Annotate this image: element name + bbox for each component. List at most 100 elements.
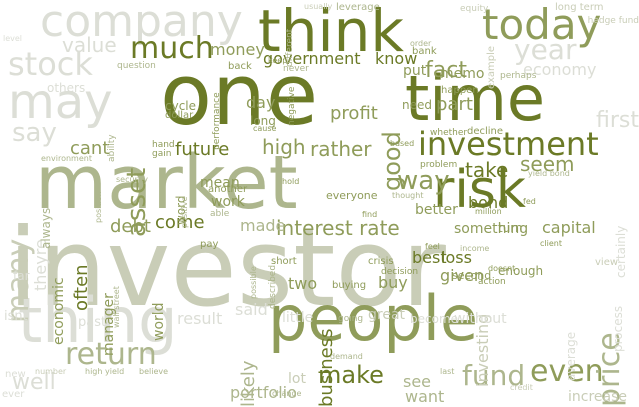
cloud-word: long term <box>555 2 604 13</box>
cloud-word: see <box>403 372 432 391</box>
cloud-word: happen <box>441 85 479 96</box>
cloud-word: question <box>117 61 156 71</box>
cloud-word: world <box>151 302 167 341</box>
cloud-word: day <box>246 93 276 112</box>
cloud-word: positive <box>180 196 189 229</box>
cloud-word: far <box>13 269 30 283</box>
cloud-word: wall street <box>112 286 121 329</box>
cloud-word: short <box>271 256 297 267</box>
cloud-word: company <box>40 0 243 47</box>
cloud-word: first <box>596 108 639 133</box>
cloud-word: usually <box>304 2 333 11</box>
cloud-word: portfolio <box>230 383 297 402</box>
cloud-word: seem <box>520 152 575 176</box>
cloud-word: think <box>258 0 404 65</box>
cloud-word: lot <box>288 371 306 387</box>
cloud-word: going <box>338 314 364 324</box>
cloud-word: equity <box>460 4 489 14</box>
cloud-word: keep <box>268 56 288 65</box>
cloud-word: income <box>460 244 490 253</box>
cloud-word: number <box>35 367 67 376</box>
cloud-word: ability <box>107 133 117 162</box>
cloud-word: second <box>452 269 492 282</box>
cloud-word: loss <box>441 248 472 267</box>
cloud-word: others <box>47 81 86 95</box>
cloud-word: able <box>210 209 230 219</box>
cloud-word: said <box>235 300 268 319</box>
cloud-word: business <box>316 328 337 407</box>
cloud-word: year <box>514 33 577 66</box>
cloud-word: never <box>283 64 309 74</box>
cloud-word: well <box>12 370 56 395</box>
cloud-word: cause <box>253 124 277 133</box>
cloud-word: know <box>375 49 418 68</box>
cloud-word: dollar <box>165 110 194 121</box>
cloud-word: fed <box>523 197 536 206</box>
cloud-word: fact <box>425 58 467 83</box>
cloud-word: security <box>116 175 148 184</box>
cloud-word: mean <box>200 175 240 191</box>
cloud-word: buy <box>378 273 408 292</box>
cloud-word: money <box>210 40 265 59</box>
cloud-word: need <box>402 98 432 112</box>
cloud-word: turn <box>498 221 523 235</box>
cloud-word: doesnt <box>488 264 516 273</box>
cloud-word: rather <box>310 137 372 161</box>
cloud-word: stock <box>8 45 93 83</box>
cloud-word: negative <box>287 86 297 126</box>
cloud-word: thought <box>392 191 424 200</box>
cloud-word: even <box>530 354 604 389</box>
cloud-word: best <box>412 248 447 267</box>
cloud-word: something <box>454 221 529 237</box>
cloud-word: future <box>175 139 230 160</box>
cloud-word: believe <box>139 367 169 376</box>
cloud-word: find <box>362 210 378 219</box>
cloud-word: two <box>288 274 318 293</box>
cloud-word: hedge fund <box>587 16 639 26</box>
cloud-word: return <box>65 337 157 372</box>
cloud-word: government <box>263 49 361 68</box>
cloud-word: economy <box>523 60 597 79</box>
cloud-word: may <box>8 74 113 130</box>
cloud-word: little <box>282 310 314 326</box>
cloud-word: long <box>250 114 276 128</box>
cloud-word: cycle <box>165 99 197 113</box>
cloud-word: hold <box>282 177 300 186</box>
cloud-word: gain <box>152 149 172 159</box>
cloud-word: pay <box>200 239 219 250</box>
cloud-word: one <box>160 46 319 145</box>
cloud-word: investment <box>418 125 599 163</box>
cloud-word: become <box>410 312 459 326</box>
cloud-word: part <box>436 94 473 115</box>
cloud-word: problem <box>420 160 458 170</box>
cloud-word: value <box>62 33 117 57</box>
cloud-word: back <box>228 61 252 72</box>
cloud-word: increase <box>568 389 628 405</box>
cloud-word: order <box>410 39 432 48</box>
cloud-word: much <box>130 31 214 66</box>
cloud-word: another <box>208 184 248 195</box>
cloud-word: decision <box>381 267 419 277</box>
cloud-word: say <box>12 118 57 148</box>
cloud-word: today <box>482 0 602 49</box>
cloud-word: often <box>71 264 92 312</box>
cloud-word: interest rate <box>276 216 400 240</box>
cloud-word: come <box>155 212 205 233</box>
cloud-word: isnt <box>4 309 28 324</box>
cloud-word: high yield <box>85 367 125 376</box>
cloud-word: given <box>440 266 485 285</box>
cloud-word: thing <box>18 284 178 357</box>
cloud-word: performance <box>212 92 222 151</box>
cloud-word: cant <box>70 138 110 159</box>
cloud-word: past <box>78 315 107 330</box>
cloud-word: buying <box>332 280 367 291</box>
cloud-word: client <box>540 239 562 248</box>
cloud-word: described <box>268 264 278 309</box>
cloud-word: possible <box>249 266 258 300</box>
cloud-word: hand <box>152 140 175 150</box>
cloud-word: process <box>611 305 625 352</box>
cloud-word: yield bond <box>528 169 570 178</box>
cloud-word: risk <box>433 160 527 220</box>
cloud-word: economic <box>51 277 67 345</box>
cloud-word: certainly <box>614 225 628 278</box>
